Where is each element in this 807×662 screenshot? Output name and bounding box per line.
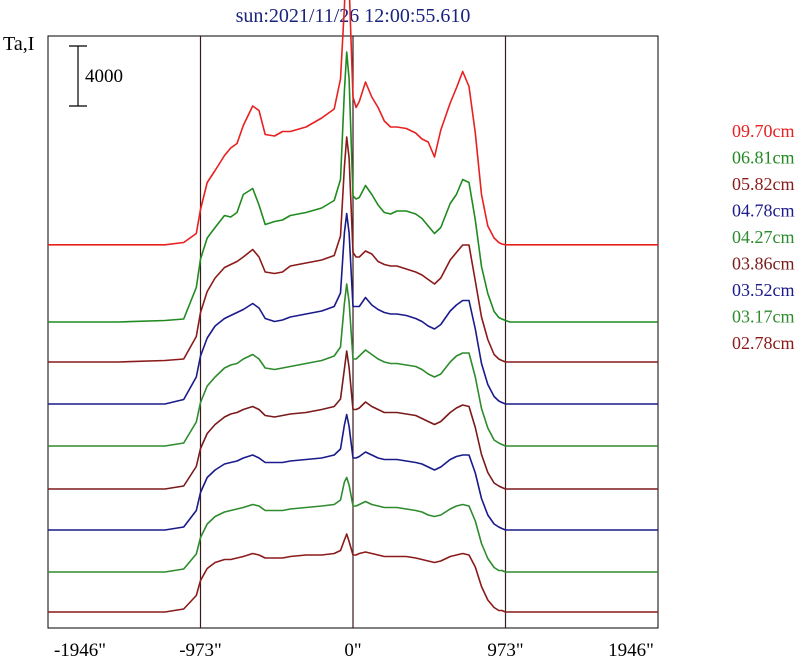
series-line-03.52cm [48,413,658,531]
legend: 09.70cm 06.81cm 05.82cm 04.78cm 04.27cm 03.86… [732,121,795,353]
series-line-05.82cm [48,136,658,363]
series-line-02.78cm [48,533,658,613]
series-line-06.81cm [48,51,658,323]
series-line-03.17cm [48,476,658,573]
legend-entry: 06.81cm [732,148,795,168]
legend-entry: 09.70cm [732,121,795,141]
series-line-03.86cm [48,350,658,490]
legend-entry: 04.27cm [732,227,795,247]
legend-entry: 05.82cm [732,174,795,194]
chart-title: sun:2021/11/26 12:00:55.610 [236,5,471,27]
x-tick-label: 973" [487,640,523,661]
x-tick-label: 0" [344,640,361,661]
legend-entry: 02.78cm [732,333,795,353]
intensity-scale-bar: 4000 [69,45,123,107]
x-tick-label: -973" [179,640,222,661]
x-tick-label: -1946" [54,640,106,661]
series-line-09.70cm [48,0,658,246]
series-group [48,0,658,613]
series-line-04.27cm [48,283,658,447]
x-tick-labels: -1946" -973" 0" 973" 1946" [54,640,654,661]
legend-entry: 03.52cm [732,280,795,300]
y-axis-label: Ta,I [3,33,34,55]
legend-entry: 03.17cm [732,307,795,327]
legend-entry: 04.78cm [732,201,795,221]
x-tick-label: 1946" [608,640,654,661]
vertical-reference-lines [199,36,507,628]
scale-bar-label: 4000 [85,66,123,87]
series-line-04.78cm [48,212,658,405]
legend-entry: 03.86cm [732,254,795,274]
